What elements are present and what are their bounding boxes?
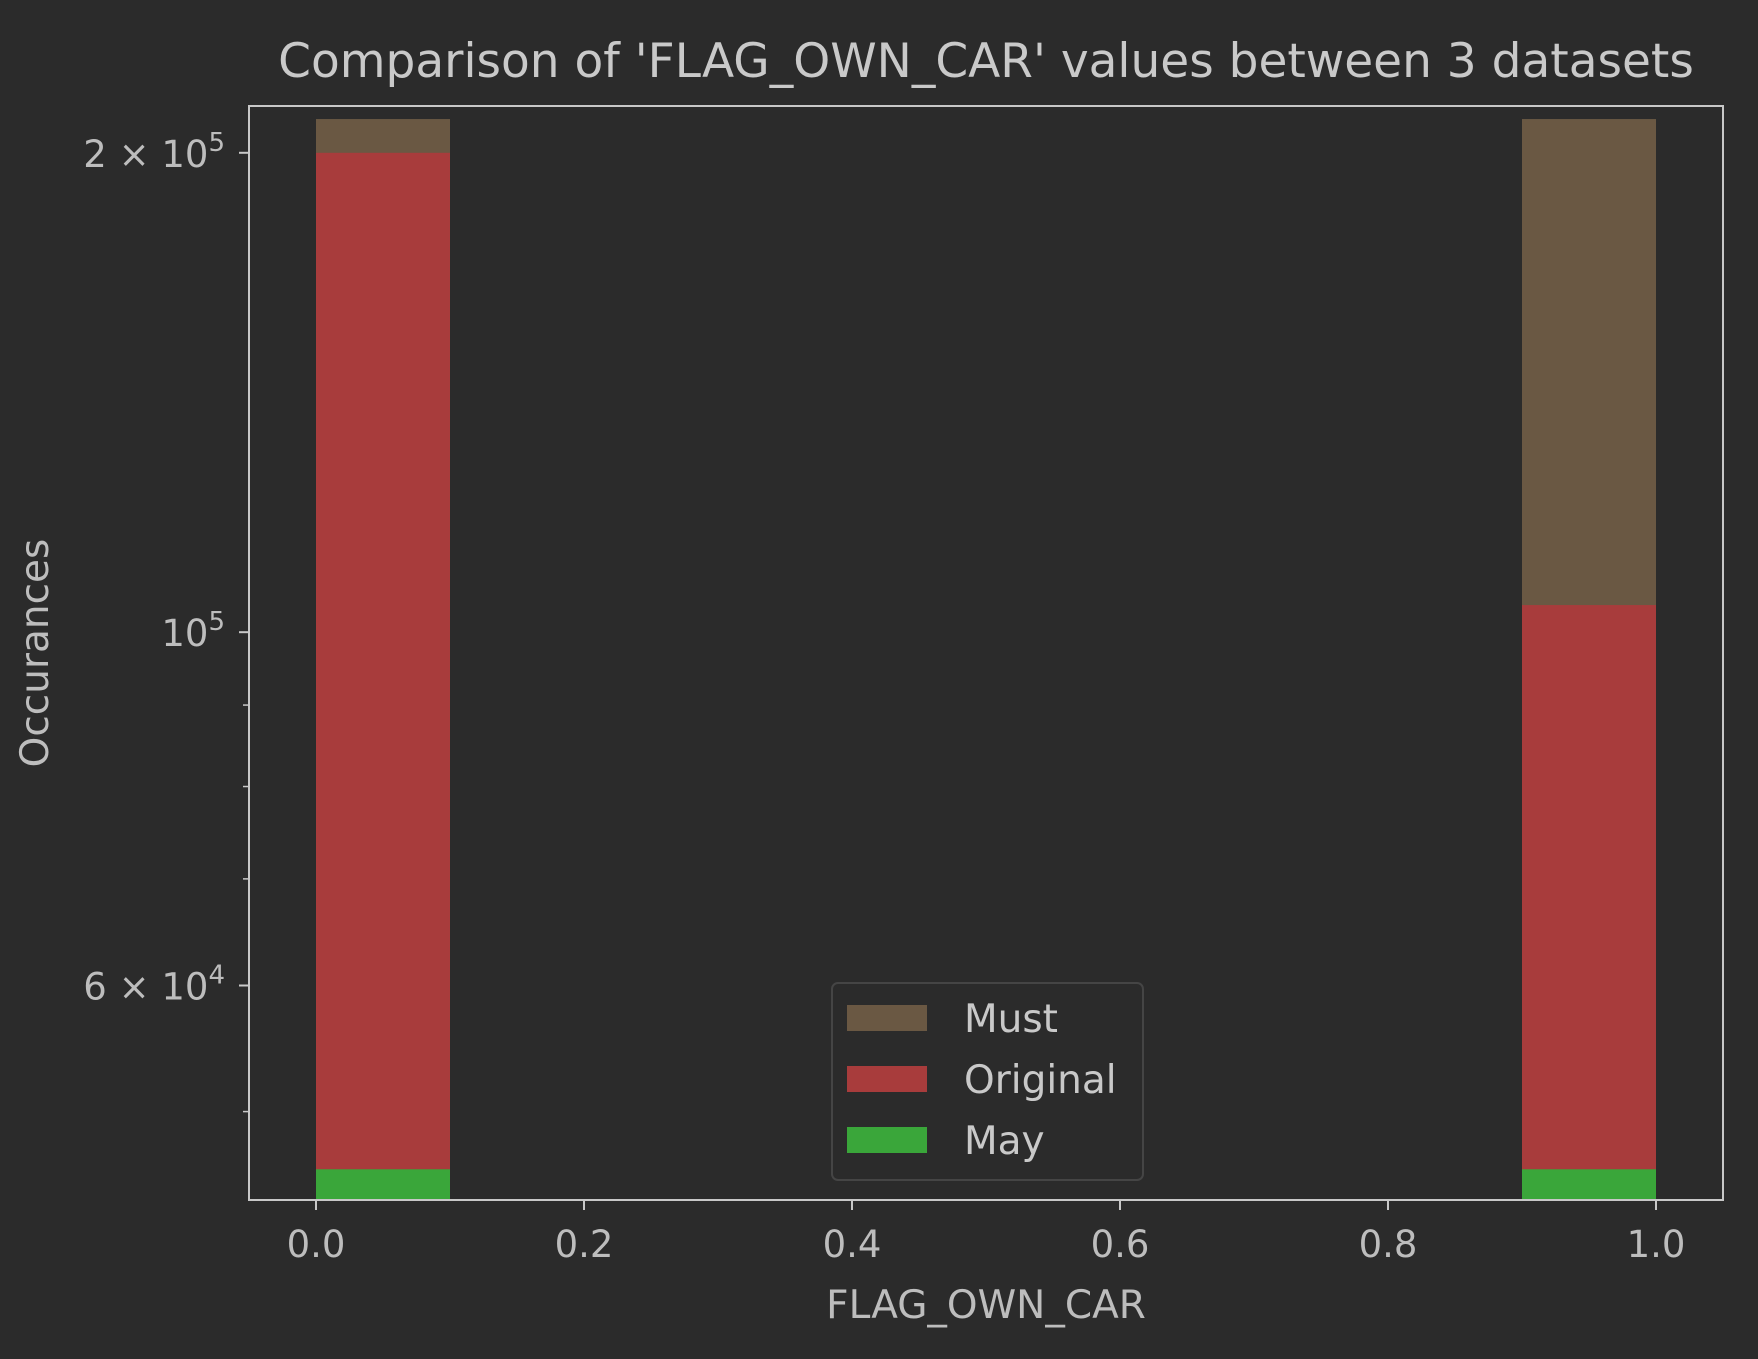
x-tick-label: 0.4 xyxy=(823,1223,882,1266)
bars-layer xyxy=(316,119,1656,1200)
legend-swatch-must xyxy=(847,1005,927,1031)
legend: Must Original May xyxy=(831,982,1144,1181)
chart-title: Comparison of 'FLAG_OWN_CAR' values betw… xyxy=(278,34,1694,89)
y-tick-label: 105 xyxy=(161,607,225,655)
x-tick-label: 0.0 xyxy=(287,1223,346,1266)
bar-may-0-9 xyxy=(1522,1169,1656,1200)
bar-original-0 xyxy=(316,152,450,1200)
x-axis-label: FLAG_OWN_CAR xyxy=(826,1283,1146,1328)
legend-label-must: Must xyxy=(964,997,1058,1042)
bar-original-0-9 xyxy=(1522,605,1656,1200)
x-axis: 0.0 0.2 0.4 0.6 0.8 1.0 xyxy=(287,1200,1686,1266)
bar-may-0 xyxy=(316,1169,450,1200)
y-tick-label: 6 × 104 xyxy=(83,960,225,1008)
y-axis: 6 × 104 105 2 × 105 xyxy=(83,128,249,1113)
legend-label-may: May xyxy=(964,1119,1045,1164)
y-tick-label: 2 × 105 xyxy=(83,128,225,176)
x-tick-label: 0.2 xyxy=(555,1223,614,1266)
legend-swatch-may xyxy=(847,1127,927,1153)
x-tick-label: 0.8 xyxy=(1359,1223,1418,1266)
axes-frame xyxy=(248,105,1724,1201)
x-tick-label: 0.6 xyxy=(1091,1223,1150,1266)
y-axis-label: Occurances xyxy=(13,539,58,768)
legend-swatch-original xyxy=(847,1066,927,1092)
x-tick-label: 1.0 xyxy=(1627,1223,1686,1266)
legend-label-original: Original xyxy=(964,1058,1117,1103)
